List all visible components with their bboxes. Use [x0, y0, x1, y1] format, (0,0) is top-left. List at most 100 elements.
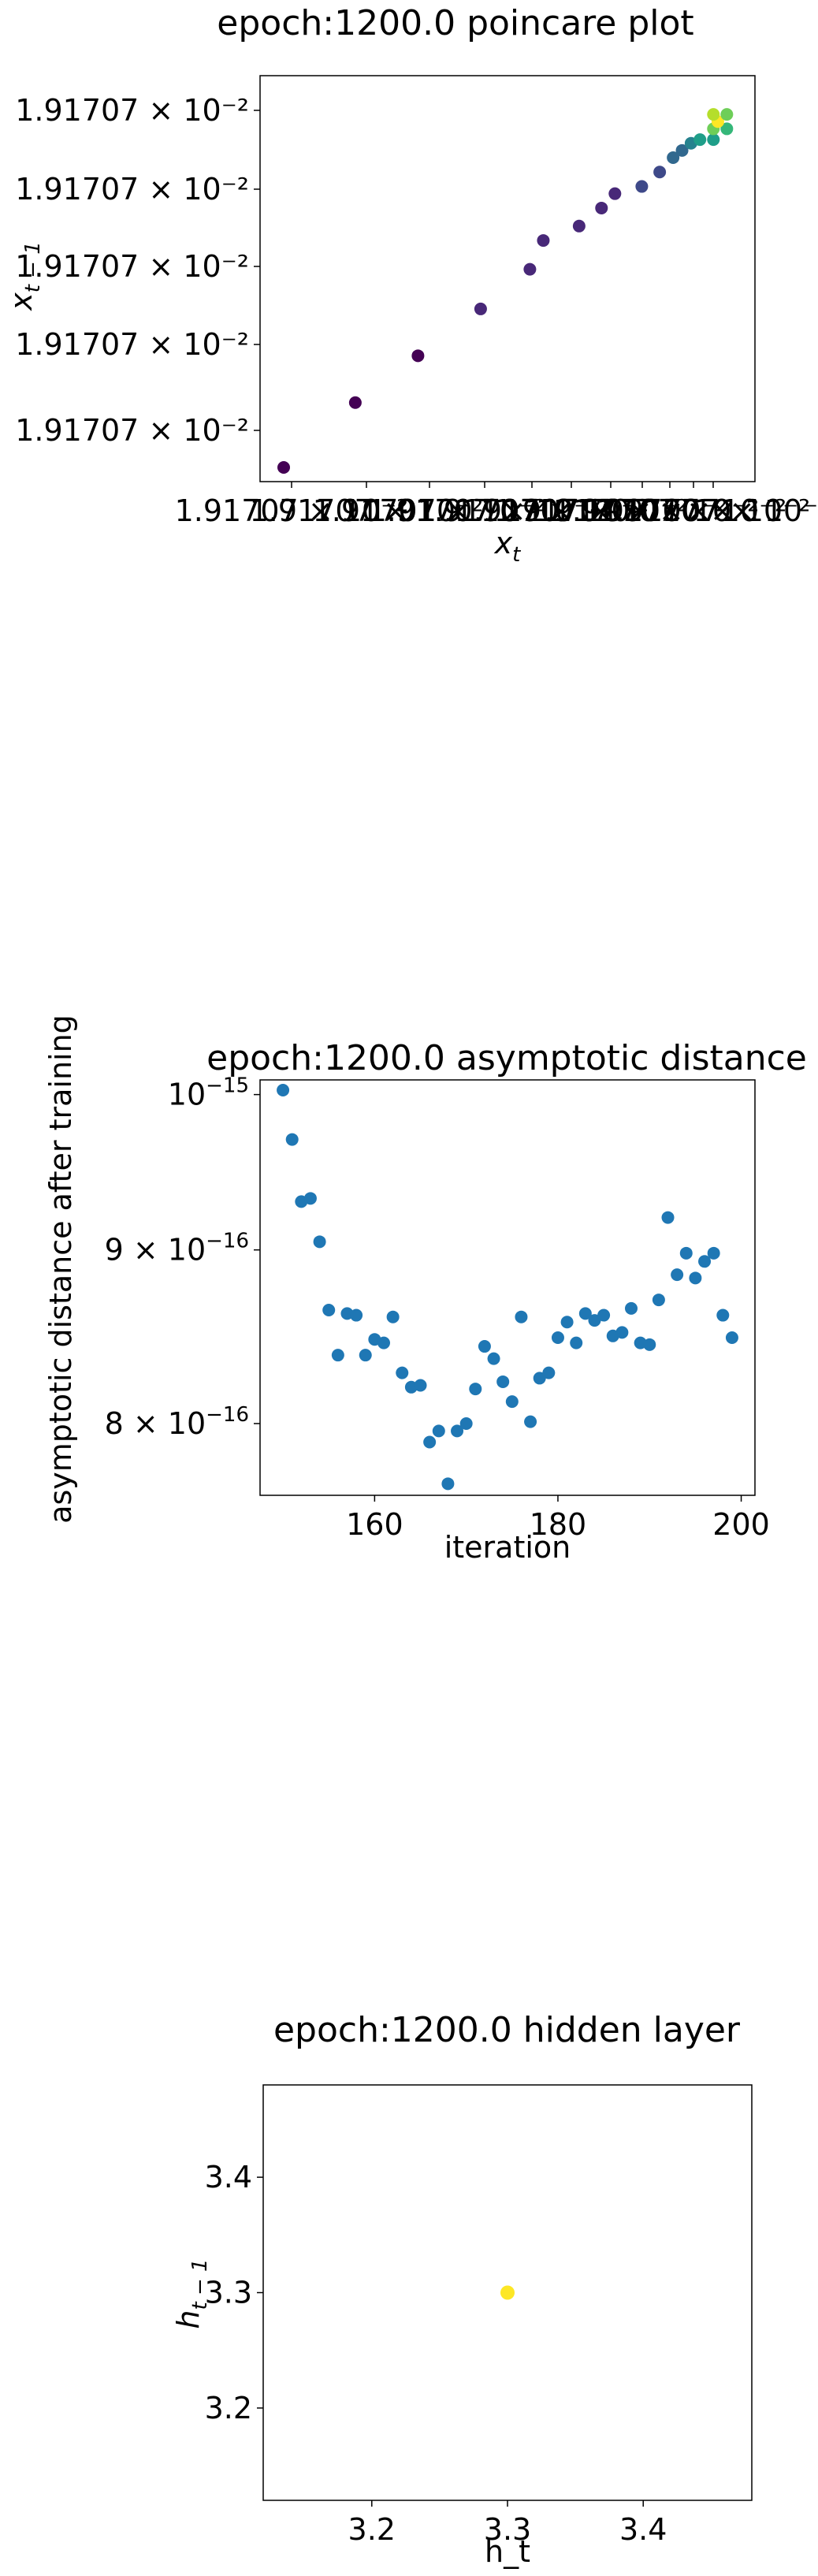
asymptotic-point — [652, 1294, 665, 1307]
asymptotic-y-tick-label: 9 × 10−16 — [105, 1230, 249, 1268]
asymptotic-point — [689, 1271, 702, 1285]
poincare-point — [572, 219, 586, 233]
asymptotic-distance-axes-frame — [259, 1079, 756, 1496]
asymptotic-point — [313, 1235, 326, 1249]
asymptotic-point — [432, 1424, 445, 1438]
asymptotic-point — [285, 1133, 299, 1146]
asymptotic-x-tick-label: 180 — [530, 1507, 587, 1542]
hidden-layer-y-axis-label-sub: t − 1 — [188, 2258, 212, 2310]
asymptotic-point — [524, 1415, 537, 1428]
asymptotic-point — [478, 1340, 491, 1353]
poincare-point — [675, 143, 689, 157]
asymptotic-point — [716, 1308, 730, 1322]
asymptotic-point — [414, 1379, 427, 1392]
asymptotic-y-tick-exponent: −16 — [206, 1403, 249, 1427]
asymptotic-point — [423, 1435, 437, 1449]
poincare-point — [720, 122, 734, 136]
asymptotic-point — [588, 1314, 601, 1327]
asymptotic-y-tick-exponent: −16 — [206, 1230, 249, 1253]
asymptotic-distance-panel: epoch:1200.0 asymptotic distance 8 × 10−… — [43, 1014, 807, 1565]
poincare-y-tick-label: 1.91707 × 10⁻² — [15, 249, 249, 284]
hidden-layer-x-ticks: 3.2 3.3 3.4 — [348, 2500, 667, 2547]
asymptotic-point — [578, 1307, 592, 1320]
poincare-point — [537, 234, 550, 248]
poincare-plot-panel: epoch:1200.0 poincare plot 1.91707 × 10⁻… — [4, 3, 818, 567]
asymptotic-point — [322, 1304, 336, 1317]
poincare-x-tick-label: 1.91707 × 10⁻² — [368, 493, 602, 528]
poincare-point — [411, 349, 425, 363]
poincare-point — [720, 108, 734, 121]
poincare-x-tick-label: 1.91707 × 10⁻² — [175, 493, 409, 528]
asymptotic-point — [359, 1349, 372, 1362]
asymptotic-point — [396, 1366, 409, 1379]
asymptotic-y-axis-label: asymptotic distance after training — [43, 1014, 78, 1524]
poincare-y-tick-label: 1.91707 × 10⁻² — [15, 93, 249, 128]
asymptotic-point — [551, 1331, 564, 1344]
poincare-x-tick-label: 1.91707 × 10⁻² — [526, 493, 760, 528]
poincare-point — [474, 302, 487, 315]
hidden-layer-y-tick-label: 3.3 — [205, 2276, 252, 2310]
asymptotic-point — [451, 1424, 464, 1438]
hidden-layer-title: epoch:1200.0 hidden layer — [273, 2010, 741, 2050]
asymptotic-point — [570, 1336, 583, 1349]
hidden-layer-y-ticks: 3.2 3.3 3.4 — [205, 2160, 263, 2425]
asymptotic-distance-title: epoch:1200.0 asymptotic distance — [206, 1038, 807, 1078]
asymptotic-point — [277, 1084, 290, 1097]
asymptotic-point — [505, 1395, 519, 1409]
asymptotic-y-tick-mantissa: 10 — [168, 1078, 206, 1112]
asymptotic-points — [277, 1084, 738, 1491]
poincare-x-tick-label: 1.91707 × 10⁻² — [597, 493, 818, 528]
hidden-layer-y-axis-label: ht − 1 — [171, 2258, 212, 2328]
poincare-point — [653, 166, 667, 179]
hidden-layer-y-tick-label: 3.4 — [205, 2160, 252, 2194]
poincare-point — [523, 262, 537, 276]
asymptotic-point — [459, 1416, 473, 1430]
poincare-point — [707, 108, 720, 121]
poincare-point — [635, 180, 649, 193]
asymptotic-point — [679, 1246, 693, 1260]
poincare-point — [277, 461, 290, 474]
asymptotic-y-tick-exponent: −15 — [206, 1074, 249, 1098]
asymptotic-y-tick-label: 10−15 — [168, 1074, 249, 1112]
asymptotic-point — [698, 1255, 712, 1268]
hidden-layer-y-tick-label: 3.2 — [205, 2391, 252, 2425]
poincare-x-tick-label: 1.91707 × 10⁻² — [577, 493, 811, 528]
asymptotic-x-tick-label: 200 — [712, 1507, 770, 1542]
poincare-y-tick-label: 1.91707 × 10⁻² — [15, 413, 249, 448]
asymptotic-x-ticks: 160 180 200 — [346, 1495, 770, 1542]
hidden-layer-points — [500, 2285, 515, 2300]
asymptotic-point — [487, 1352, 500, 1365]
poincare-point — [667, 151, 680, 164]
poincare-point — [707, 133, 720, 147]
asymptotic-point — [542, 1366, 556, 1379]
poincare-x-axis-label: xt — [494, 526, 522, 567]
asymptotic-point — [441, 1477, 455, 1491]
hidden-layer-x-axis-label: h_t — [485, 2534, 530, 2569]
poincare-y-tick-label: 1.91707 × 10⁻² — [15, 172, 249, 207]
hidden-layer-x-tick-label: 3.2 — [348, 2512, 396, 2547]
asymptotic-point — [386, 1310, 400, 1323]
asymptotic-point — [377, 1336, 390, 1349]
poincare-x-tick-label: 1.91707 × 10⁻² — [313, 493, 547, 528]
asymptotic-point — [725, 1331, 738, 1344]
poincare-plot-title: epoch:1200.0 poincare plot — [217, 3, 693, 43]
poincare-points — [277, 108, 734, 474]
asymptotic-point — [496, 1375, 510, 1388]
poincare-point — [595, 201, 608, 214]
poincare-x-tick-label: 1.91707 × 10⁻² — [553, 493, 787, 528]
poincare-point — [608, 187, 622, 200]
asymptotic-y-tick-mantissa: 8 × 10 — [105, 1406, 206, 1441]
poincare-y-axis-label: xt − 1 — [4, 241, 45, 311]
asymptotic-point — [671, 1268, 684, 1282]
asymptotic-point — [625, 1301, 638, 1315]
asymptotic-point — [643, 1338, 656, 1351]
asymptotic-point — [597, 1308, 611, 1322]
poincare-x-ticks: 1.91707 × 10⁻²1.91707 × 10⁻²1.91707 × 10… — [175, 482, 818, 528]
asymptotic-y-tick-label: 8 × 10−16 — [105, 1403, 249, 1441]
asymptotic-point — [303, 1192, 317, 1205]
poincare-x-tick-label: 1.91707 × 10⁻² — [494, 493, 728, 528]
poincare-y-axis-label-base: x — [4, 292, 39, 311]
hidden-layer-y-axis-label-base: h — [171, 2310, 206, 2328]
